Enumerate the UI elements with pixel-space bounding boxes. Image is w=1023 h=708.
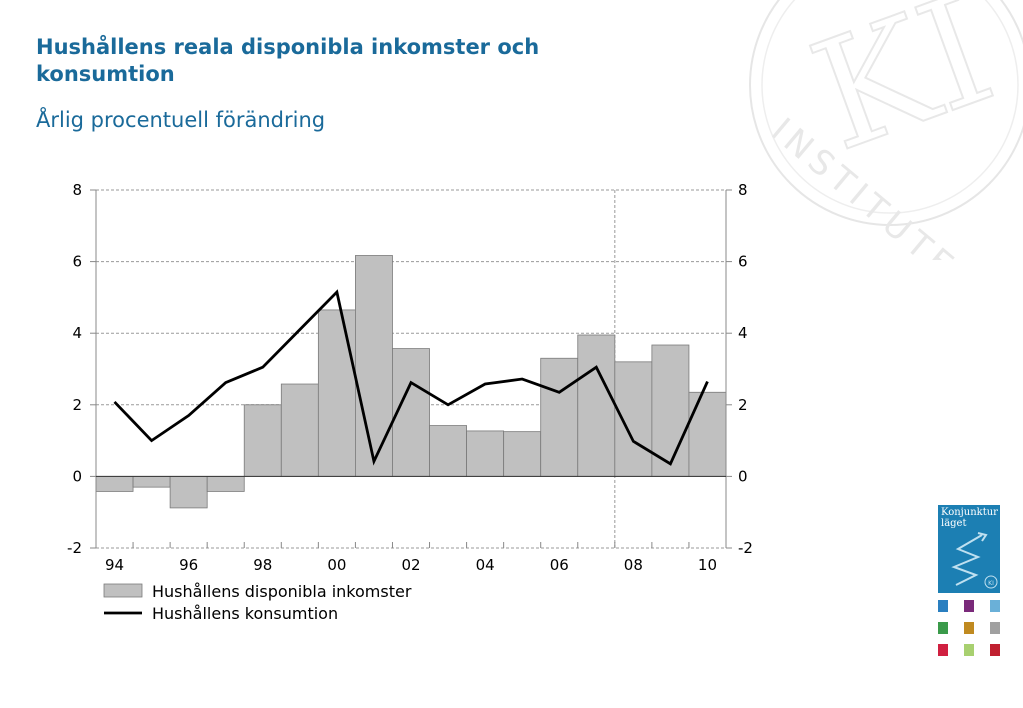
- bars-income: [95, 255, 727, 509]
- y-tick-label-left: 4: [72, 324, 82, 342]
- x-tick-label: 94: [105, 556, 124, 574]
- logo-text-line1: Konjunktur: [941, 507, 998, 518]
- bar-05: [503, 431, 542, 477]
- y-tick-label-right: 4: [738, 324, 748, 342]
- y-tick-label-left: 0: [72, 467, 82, 485]
- y-tick-label-right: 0: [738, 467, 748, 485]
- line-consumption: [113, 289, 709, 466]
- x-tick-label: 96: [179, 556, 198, 574]
- x-tick-label: 00: [327, 556, 346, 574]
- legend-label-income: Hushållens disponibla inkomster: [152, 582, 412, 601]
- x-tick-label: 06: [550, 556, 569, 574]
- bar-96: [169, 475, 208, 509]
- y-tick-label-left: 2: [72, 396, 82, 414]
- axis-ticks: -2 -20 02 24 46 68 894 96 98 00 02 04 06 08 10: [67, 181, 753, 574]
- bar-07: [577, 334, 616, 477]
- bar-09: [651, 344, 690, 477]
- bar-06: [540, 357, 579, 477]
- legend-swatch-income: [103, 583, 143, 598]
- bar-95: [132, 475, 171, 488]
- color-swatch-grid: [936, 600, 1006, 660]
- x-tick-label: 08: [624, 556, 643, 574]
- legend: Hushållens disponibla inkomster Hushållen…: [103, 582, 412, 623]
- color-swatch: [964, 622, 974, 634]
- color-swatch: [938, 622, 948, 634]
- logo-text-line2: läget: [941, 518, 967, 529]
- y-tick-label-left: 8: [72, 181, 82, 199]
- bar-01: [355, 255, 393, 477]
- color-swatch: [990, 600, 1000, 612]
- logo-badge: KI: [988, 580, 994, 587]
- x-tick-label: 02: [401, 556, 420, 574]
- bar-94: [95, 475, 134, 492]
- y-tick-label-left: 6: [72, 253, 82, 271]
- konjunkturlaget-logo: Konjunktur läget KI: [938, 505, 1000, 593]
- y-tick-label-right: -2: [738, 539, 753, 557]
- legend-label-consumption: Hushållens konsumtion: [152, 604, 338, 623]
- chart-title: Hushållens reala disponibla inkomster oc…: [36, 35, 540, 86]
- y-tick-label-right: 2: [738, 396, 748, 414]
- color-swatch: [938, 600, 948, 612]
- x-tick-label: 10: [698, 556, 717, 574]
- y-tick-label-right: 6: [738, 253, 748, 271]
- plot-frame: [95, 190, 727, 548]
- bar-03: [429, 425, 467, 477]
- x-tick-label: 04: [476, 556, 495, 574]
- bar-98: [243, 404, 282, 477]
- bar-02: [392, 348, 430, 477]
- x-tick-label: 98: [253, 556, 272, 574]
- y-tick-label-left: -2: [67, 539, 82, 557]
- color-swatch: [990, 644, 1000, 656]
- bar-04: [466, 430, 505, 477]
- bar-99: [280, 383, 319, 477]
- bar-08: [614, 361, 653, 477]
- color-swatch: [938, 644, 948, 656]
- color-swatch: [964, 644, 974, 656]
- bar-97: [206, 475, 245, 492]
- bar-00: [317, 309, 356, 477]
- y-tick-label-right: 8: [738, 181, 748, 199]
- bar-10: [688, 391, 727, 477]
- color-swatch: [990, 622, 1000, 634]
- color-swatch: [964, 600, 974, 612]
- chart-subtitle: Årlig procentuell förändring: [36, 108, 326, 132]
